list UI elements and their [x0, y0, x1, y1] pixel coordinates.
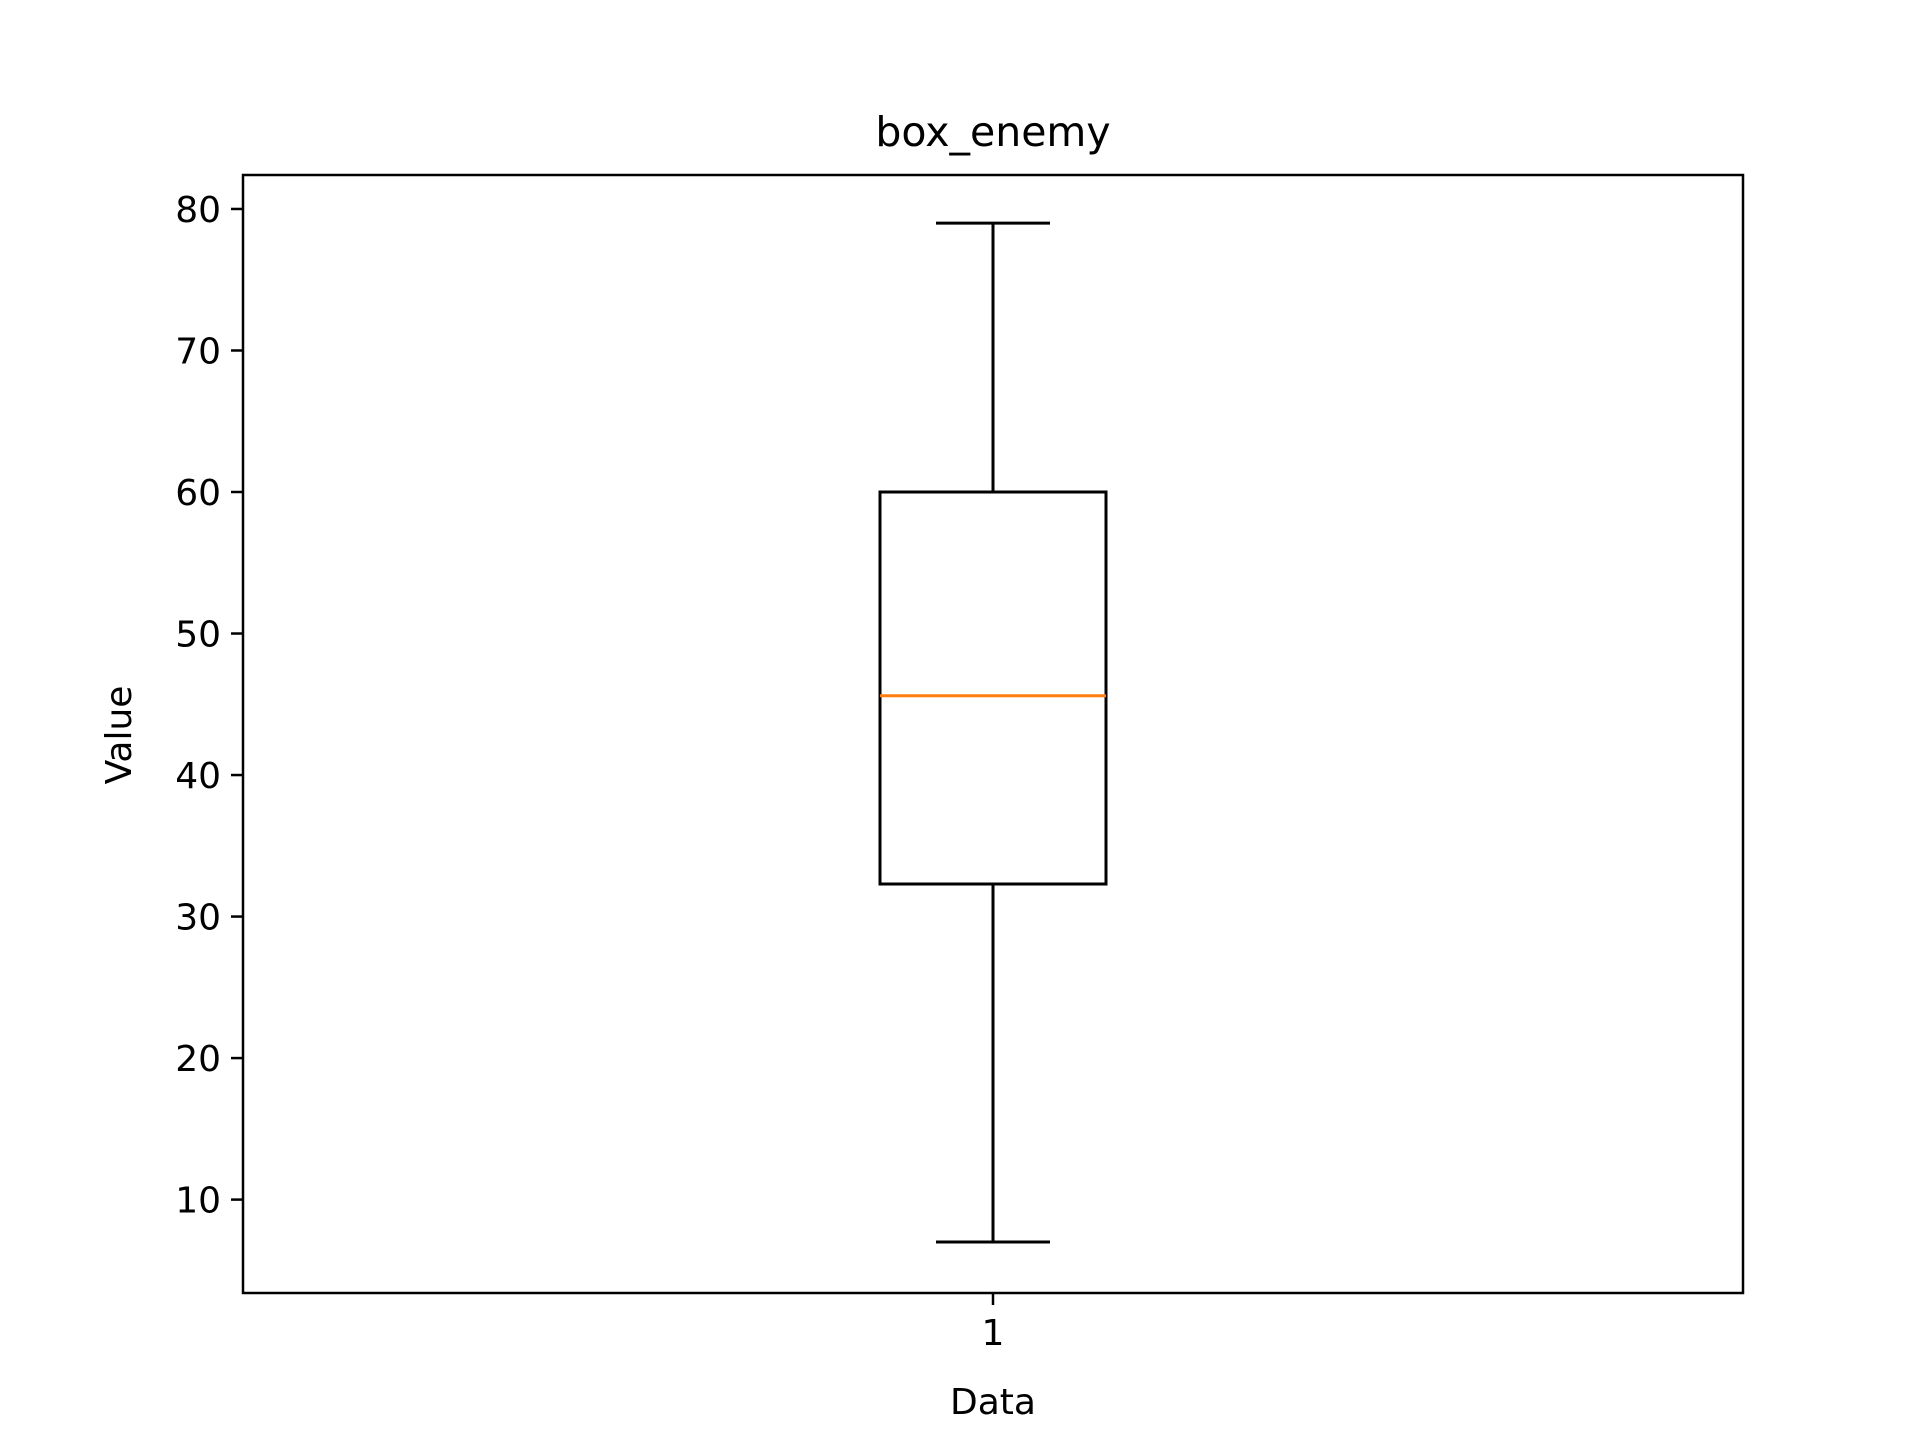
y-tick-label: 30	[175, 898, 221, 939]
y-tick-label: 80	[175, 190, 221, 231]
box-iqr	[878, 490, 1108, 886]
y-tick-label: 40	[175, 756, 221, 797]
x-axis-ticks: 1	[982, 1293, 1005, 1354]
y-tick-label: 70	[175, 331, 221, 372]
y-tick-label: 10	[175, 1181, 221, 1222]
y-tick-label: 20	[175, 1039, 221, 1080]
box-series	[878, 221, 1108, 1244]
y-tick-label: 50	[175, 615, 221, 656]
y-axis-ticks: 10 20 30 40 50 60 70 80	[175, 190, 243, 1222]
y-axis-label: Value	[99, 686, 140, 785]
plot-area-frame	[241, 173, 1745, 1295]
y-tick-label: 60	[175, 473, 221, 514]
x-axis-label: Data	[950, 1382, 1036, 1423]
chart-title: box_enemy	[875, 108, 1110, 156]
x-tick-label: 1	[982, 1313, 1005, 1354]
